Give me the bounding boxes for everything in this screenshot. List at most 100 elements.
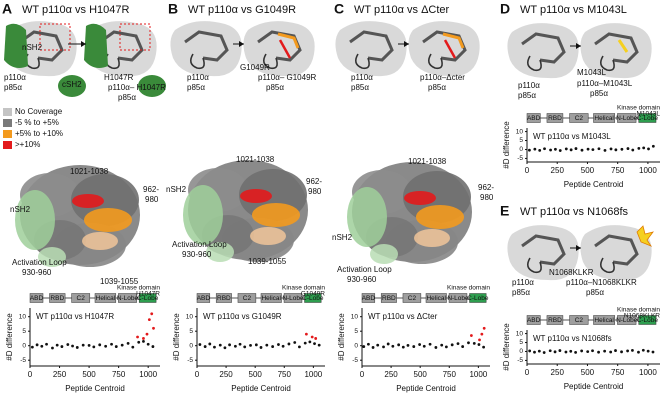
y-tick-label: 10 bbox=[19, 313, 27, 320]
data-point bbox=[469, 334, 473, 337]
y-tick-label: 10 bbox=[186, 313, 194, 320]
structure-label: 930-960 bbox=[182, 250, 212, 259]
structure-label: 980 bbox=[480, 193, 494, 202]
data-point bbox=[482, 326, 486, 330]
data-point bbox=[603, 148, 607, 152]
data-point bbox=[614, 148, 618, 152]
data-point bbox=[249, 344, 252, 347]
structure-label: Activation Loop bbox=[172, 240, 227, 249]
data-point bbox=[533, 350, 536, 354]
data-point bbox=[440, 343, 444, 347]
domain-box bbox=[260, 293, 282, 303]
data-point bbox=[569, 148, 573, 152]
data-point bbox=[637, 147, 641, 150]
structure-label: 962- bbox=[478, 183, 494, 192]
panel-title: WT p110α vs N1068fs bbox=[520, 206, 629, 218]
panel-title: WT p110α vs H1047R bbox=[22, 4, 129, 16]
domain-box bbox=[546, 113, 564, 123]
cartoon-label: p85α bbox=[586, 288, 604, 297]
hdx-increase bbox=[277, 32, 300, 49]
data-point bbox=[609, 350, 613, 354]
data-point bbox=[234, 344, 237, 348]
data-point bbox=[597, 350, 600, 354]
domain-label: ABD bbox=[527, 317, 541, 324]
data-point bbox=[213, 345, 216, 349]
domain-box bbox=[617, 315, 637, 325]
cartoon-label: p110α– G1049R bbox=[258, 73, 317, 82]
y-axis-label: #D difference bbox=[5, 313, 14, 361]
data-point bbox=[304, 332, 308, 336]
data-point bbox=[55, 343, 59, 347]
data-point bbox=[203, 345, 207, 348]
cartoon-label: p85α bbox=[187, 83, 205, 92]
domain-box bbox=[546, 315, 564, 325]
csh2-shape bbox=[58, 75, 86, 97]
panel-title: WT p110α vs M1043L bbox=[520, 4, 627, 16]
data-point bbox=[259, 346, 263, 349]
domain-box bbox=[71, 293, 91, 303]
y-tick-label: -5 bbox=[20, 357, 26, 364]
structure-label: Activation Loop bbox=[337, 265, 392, 274]
data-point bbox=[137, 340, 141, 344]
data-point bbox=[281, 344, 285, 348]
protein-loop bbox=[262, 53, 278, 70]
hdx-region-light bbox=[414, 229, 450, 247]
legend-label: No Coverage bbox=[15, 107, 63, 116]
membrane-blob bbox=[408, 21, 480, 77]
plot-title: WT p110α vs G1049R bbox=[203, 312, 282, 321]
data-point bbox=[198, 343, 202, 346]
data-point bbox=[131, 345, 135, 349]
legend-label: +5% to +10% bbox=[15, 129, 63, 138]
data-point bbox=[637, 350, 640, 354]
data-point bbox=[238, 342, 242, 346]
y-tick-label: -5 bbox=[352, 357, 358, 364]
domain-label: N-Lobe bbox=[117, 295, 139, 302]
domain-label: ABD bbox=[197, 295, 211, 302]
data-point bbox=[472, 341, 476, 345]
data-point bbox=[553, 350, 557, 354]
domain-box bbox=[237, 293, 257, 303]
x-tick-label: 750 bbox=[611, 166, 625, 175]
data-point bbox=[444, 345, 448, 349]
hdx-region-orange bbox=[84, 208, 132, 232]
data-point bbox=[646, 349, 650, 353]
x-tick-label: 0 bbox=[525, 166, 530, 175]
data-point bbox=[367, 342, 370, 346]
data-point bbox=[40, 344, 44, 348]
y-tick-label: -5 bbox=[517, 155, 523, 162]
cartoon-label: p110α–N1068KLKR bbox=[566, 278, 637, 287]
mutation-label: G1049R bbox=[301, 291, 326, 298]
structure-label: 930-960 bbox=[347, 275, 377, 284]
data-point bbox=[574, 350, 578, 354]
legend-label: >+10% bbox=[15, 140, 40, 149]
data-point bbox=[293, 341, 297, 344]
data-point bbox=[371, 346, 375, 349]
hdx-region-orange bbox=[416, 205, 464, 229]
protein-loop bbox=[599, 257, 615, 274]
data-point bbox=[382, 345, 385, 349]
kinase-label: Kinase domain bbox=[447, 285, 490, 292]
data-point bbox=[533, 147, 537, 151]
kinase-label: Kinase domain bbox=[617, 105, 660, 112]
domain-label: C-Lobe bbox=[302, 295, 324, 302]
plot-title: WT p110α vs ΔCter bbox=[368, 312, 438, 321]
y-tick-label: 10 bbox=[351, 313, 359, 320]
y-tick-label: 0 bbox=[189, 342, 193, 349]
data-point bbox=[228, 343, 231, 347]
protein-outline bbox=[594, 234, 639, 266]
plot-title: WT p110α vs N1068fs bbox=[533, 334, 612, 343]
domain-label: N-Lobe bbox=[447, 295, 469, 302]
data-point bbox=[580, 349, 584, 353]
domain-label: C2 bbox=[575, 115, 584, 122]
x-tick-label: 500 bbox=[249, 370, 263, 379]
domain-box bbox=[569, 113, 589, 123]
structure-label: 1021-1038 bbox=[70, 167, 109, 176]
cartoon-label: p110α bbox=[512, 278, 534, 287]
membrane-blob bbox=[170, 21, 242, 77]
y-tick-label: 5 bbox=[189, 328, 193, 335]
panel-letter: A bbox=[2, 1, 12, 17]
domain-label: N-Lobe bbox=[616, 317, 638, 324]
x-tick-label: 1000 bbox=[639, 166, 657, 175]
data-point bbox=[51, 346, 54, 350]
